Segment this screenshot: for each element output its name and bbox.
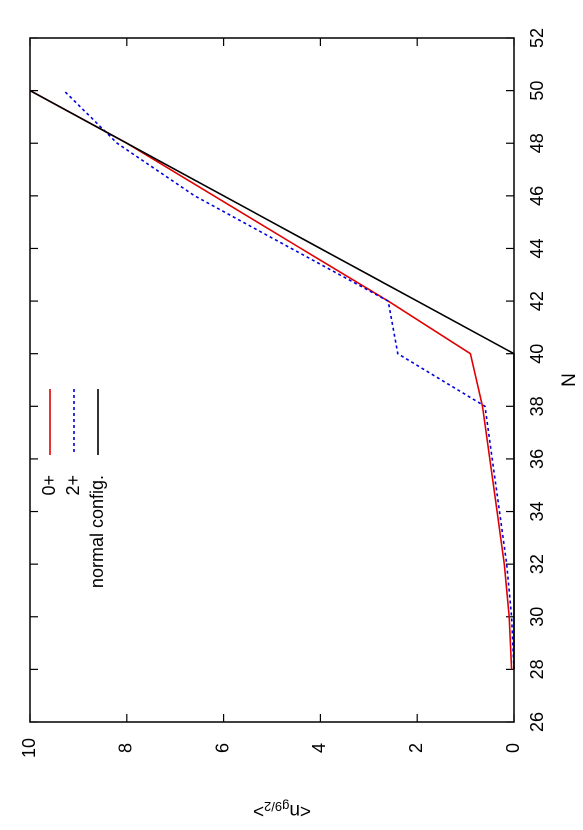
x-axis-title: N <box>559 373 580 387</box>
n-tick-label: 32 <box>527 554 547 574</box>
value-tick-label: 2 <box>406 743 426 753</box>
value-tick-label: 0 <box>503 743 523 753</box>
series-line-1 <box>63 90 515 670</box>
plot-frame-layer <box>29 37 515 723</box>
n-tick-label: 44 <box>527 238 547 258</box>
n-tick-label: 46 <box>527 186 547 206</box>
value-tick-label: 4 <box>309 743 329 753</box>
legend-label-2: normal config. <box>87 475 107 588</box>
value-tick-label: 6 <box>212 743 232 753</box>
series-line-0 <box>29 89 513 670</box>
n-tick-label: 36 <box>527 449 547 469</box>
legend: 0+ 2+ normal config. <box>39 389 107 588</box>
series-line-2 <box>29 89 515 670</box>
n-tick-label: 48 <box>527 133 547 153</box>
n-tick-label: 26 <box>527 712 547 732</box>
n-tick-label: 40 <box>527 344 547 364</box>
plot-frame <box>29 37 515 723</box>
value-tick-label: 8 <box>116 743 136 753</box>
axis-labels: N <ng9/2> <box>253 373 580 821</box>
series-layer <box>29 89 515 670</box>
y-axis-title: <ng9/2> <box>253 799 311 821</box>
legend-label-1: 2+ <box>63 475 83 496</box>
n-tick-label: 50 <box>527 81 547 101</box>
legend-label-0: 0+ <box>39 475 59 496</box>
value-tick-label: 10 <box>19 738 39 758</box>
n-tick-label: 38 <box>527 396 547 416</box>
n-tick-label: 52 <box>527 28 547 48</box>
n-tick-label: 42 <box>527 291 547 311</box>
n-tick-label: 30 <box>527 607 547 627</box>
n-tick-label: 28 <box>527 659 547 679</box>
n-tick-label: 34 <box>527 502 547 522</box>
